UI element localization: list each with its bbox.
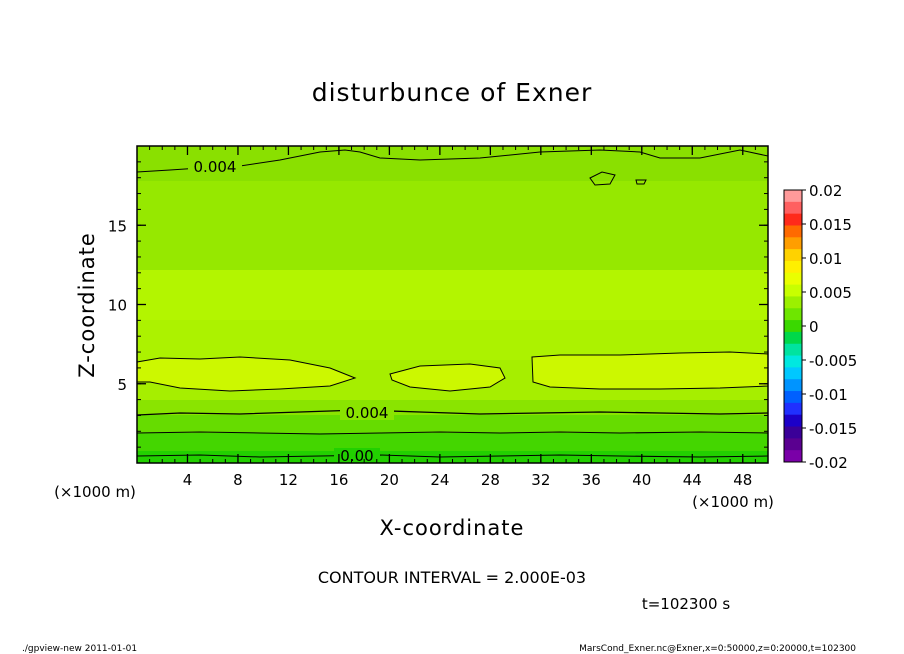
- y-tick-label: 10: [108, 297, 127, 315]
- field-band-low: [137, 400, 768, 415]
- contour-label-bg-2: [340, 404, 394, 420]
- colorbar-label: -0.01: [809, 386, 848, 404]
- colorbar-swatch: [784, 450, 802, 463]
- colorbar-swatch: [784, 213, 802, 226]
- contour-label-top: 0.004: [194, 158, 237, 176]
- colorbar-swatch: [784, 438, 802, 451]
- colorbar-label: 0.005: [809, 284, 852, 302]
- colorbar-label: -0.015: [809, 420, 857, 438]
- x-tick-label: 16: [329, 471, 348, 489]
- x-unit-label: (×1000 m): [692, 493, 774, 511]
- time-text: t=102300 s: [642, 595, 730, 613]
- field-band-top: [137, 146, 768, 181]
- colorbar-swatch: [784, 331, 802, 345]
- x-tick-label: 24: [430, 471, 449, 489]
- field-band-lower: [137, 415, 768, 433]
- contour-label-mid: 0.004: [346, 404, 389, 422]
- contour-label-bottom: 0.00: [340, 447, 373, 465]
- colorbar-label: -0.005: [809, 352, 857, 370]
- x-tick-label: 4: [183, 471, 193, 489]
- contour-closed-tiny: [635, 179, 647, 185]
- colorbar-swatch: [784, 225, 802, 238]
- colorbar-swatch: [784, 249, 802, 262]
- x-tick-label: 28: [481, 471, 500, 489]
- x-axis-title: X-coordinate: [380, 516, 525, 540]
- colorbar-label: 0.015: [809, 216, 852, 234]
- colorbar-swatch: [784, 343, 802, 357]
- contour-line-0002: [136, 431, 769, 435]
- contour-lobe-left: [136, 356, 357, 392]
- colorbar-swatch: [784, 190, 802, 203]
- colorbar-swatch: [784, 379, 802, 392]
- colorbar-swatch: [784, 367, 802, 380]
- colorbar-swatch: [784, 284, 802, 297]
- contour-line-0004-low: [136, 409, 769, 416]
- field-band-lower2: [137, 433, 768, 451]
- colorbar-label: 0.02: [809, 182, 842, 200]
- colorbar-swatch: [784, 296, 802, 309]
- y-tick-label: 5: [117, 376, 127, 394]
- colorbar-swatch: [784, 272, 802, 286]
- colorbar-swatch: [784, 320, 802, 333]
- contour-lobe-center: [389, 363, 506, 392]
- x-tick-label: 40: [632, 471, 651, 489]
- colorbar-swatch: [784, 402, 802, 416]
- colorbar-label: 0.01: [809, 250, 842, 268]
- x-tick-label: 48: [733, 471, 752, 489]
- x-tick-label: 32: [531, 471, 550, 489]
- colorbar-swatch: [784, 355, 802, 368]
- colorbar-labels: 0.02 0.015 0.01 0.005 0 -0.005 -0.01 -0.015 -0.0…: [802, 182, 857, 472]
- colorbar-label: 0: [809, 318, 819, 336]
- colorbar-label: -0.02: [809, 454, 848, 472]
- y-axis-title: Z-coordinate: [75, 232, 99, 378]
- colorbar-swatch: [784, 414, 802, 428]
- y-axis: 5 10 15: [108, 145, 768, 464]
- footer-right: MarsCond_Exner.nc@Exner,x=0:50000,z=0:20…: [579, 644, 856, 654]
- colorbar-swatch: [784, 201, 802, 215]
- x-tick-label: 8: [233, 471, 243, 489]
- footer-left: ./gpview-new 2011-01-01: [22, 644, 137, 654]
- y-unit-label: (×1000 m): [54, 483, 136, 501]
- x-tick-label: 44: [683, 471, 702, 489]
- x-tick-label: 20: [380, 471, 399, 489]
- x-tick-label: 36: [582, 471, 601, 489]
- plot-area: 0.004 0.004 0.00: [136, 145, 769, 465]
- x-axis: 4 8 12 16 20 24 28 32 36 40 44 48: [136, 146, 769, 489]
- x-tick-label: 12: [279, 471, 298, 489]
- colorbar: [783, 189, 803, 463]
- chart-title: disturbunce of Exner: [312, 78, 593, 107]
- contour-label-bg-1: [188, 158, 242, 174]
- colorbar-swatch: [784, 308, 802, 321]
- contour-closed-small: [589, 171, 616, 186]
- colorbar-swatch: [784, 260, 802, 274]
- colorbar-swatch: [784, 237, 802, 250]
- colorbar-swatch: [784, 391, 802, 404]
- contour-lobe-right: [531, 351, 769, 390]
- contour-interval-text: CONTOUR INTERVAL = 2.000E-03: [318, 568, 586, 587]
- contour-label-bg-3: [334, 448, 380, 463]
- y-tick-label: 15: [108, 217, 127, 235]
- field-band-mid: [137, 270, 768, 320]
- colorbar-swatch: [784, 426, 802, 439]
